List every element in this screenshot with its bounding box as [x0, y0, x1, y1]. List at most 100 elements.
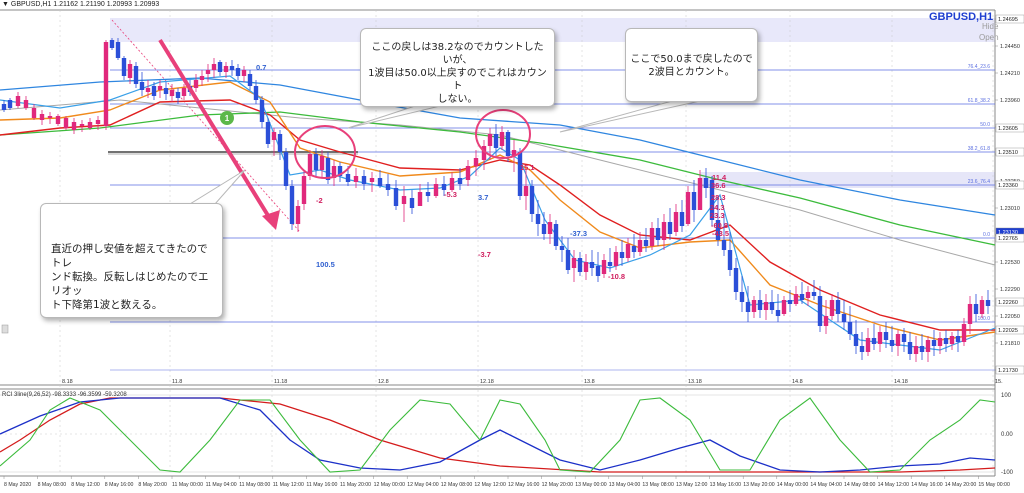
candlestick[interactable]	[295, 200, 301, 232]
candlestick[interactable]	[319, 150, 325, 178]
candlestick[interactable]	[229, 60, 235, 76]
candlestick[interactable]	[31, 104, 37, 120]
candlestick[interactable]	[709, 176, 715, 226]
candlestick[interactable]	[949, 332, 955, 350]
candlestick[interactable]	[87, 118, 93, 130]
candlestick[interactable]	[847, 306, 853, 340]
candlestick[interactable]	[613, 246, 619, 270]
candlestick[interactable]	[823, 300, 829, 334]
candlestick[interactable]	[353, 168, 359, 188]
candlestick[interactable]	[199, 70, 205, 86]
candlestick[interactable]	[481, 140, 487, 170]
candlestick[interactable]	[121, 56, 127, 80]
candlestick[interactable]	[751, 296, 757, 318]
candlestick[interactable]	[829, 294, 835, 320]
candlestick[interactable]	[301, 170, 307, 210]
candlestick[interactable]	[217, 60, 223, 76]
candlestick[interactable]	[63, 116, 69, 130]
candlestick[interactable]	[517, 148, 523, 200]
hide-button[interactable]: Hide	[982, 22, 999, 31]
candlestick[interactable]	[547, 214, 553, 244]
candlestick[interactable]	[715, 196, 721, 246]
candlestick[interactable]	[757, 290, 763, 318]
candlestick[interactable]	[15, 92, 21, 108]
open-button[interactable]: Open	[979, 33, 999, 42]
candlestick[interactable]	[835, 292, 841, 322]
candlestick[interactable]	[499, 126, 505, 150]
candlestick[interactable]	[265, 118, 271, 148]
candlestick[interactable]	[493, 124, 499, 156]
candlestick[interactable]	[181, 84, 187, 100]
candlestick[interactable]	[685, 186, 691, 226]
candlestick[interactable]	[625, 238, 631, 262]
candlestick[interactable]	[253, 80, 259, 104]
candlestick[interactable]	[961, 318, 967, 346]
candlestick[interactable]	[223, 62, 229, 78]
candlestick[interactable]	[465, 160, 471, 186]
candlestick[interactable]	[643, 228, 649, 252]
candlestick[interactable]	[247, 70, 253, 90]
candlestick[interactable]	[973, 294, 979, 322]
candlestick[interactable]	[793, 286, 799, 306]
candlestick[interactable]	[985, 290, 991, 314]
candlestick[interactable]	[151, 82, 157, 100]
candlestick[interactable]	[441, 176, 447, 196]
candlestick[interactable]	[859, 332, 865, 360]
candlesticks[interactable]	[1, 38, 991, 362]
candlestick[interactable]	[313, 148, 319, 176]
candlestick[interactable]	[47, 112, 53, 124]
candlestick[interactable]	[559, 236, 565, 262]
candlestick[interactable]	[283, 148, 289, 190]
candlestick[interactable]	[541, 212, 547, 240]
candlestick[interactable]	[811, 280, 817, 300]
candlestick[interactable]	[649, 222, 655, 250]
candlestick[interactable]	[163, 82, 169, 100]
candlestick[interactable]	[7, 98, 13, 110]
candlestick[interactable]	[259, 96, 265, 128]
candlestick[interactable]	[361, 170, 367, 190]
candlestick[interactable]	[565, 238, 571, 274]
candlestick[interactable]	[457, 168, 463, 190]
candlestick[interactable]	[385, 174, 391, 196]
candlestick[interactable]	[241, 66, 247, 82]
candlestick[interactable]	[433, 178, 439, 198]
candlestick[interactable]	[805, 286, 811, 306]
candlestick[interactable]	[907, 332, 913, 360]
candlestick[interactable]	[145, 80, 151, 98]
candlestick[interactable]	[739, 276, 745, 312]
candlestick[interactable]	[895, 330, 901, 356]
candlestick[interactable]	[841, 300, 847, 330]
candlestick[interactable]	[235, 64, 241, 80]
candlestick[interactable]	[781, 296, 787, 316]
candlestick[interactable]	[679, 200, 685, 232]
candlestick[interactable]	[901, 328, 907, 352]
candlestick[interactable]	[529, 180, 535, 222]
candlestick[interactable]	[979, 296, 985, 318]
candlestick[interactable]	[211, 58, 217, 78]
panel-collapse-icon[interactable]	[1, 324, 9, 334]
candlestick[interactable]	[853, 320, 859, 354]
candlestick[interactable]	[817, 286, 823, 332]
candlestick[interactable]	[787, 290, 793, 312]
fibonacci-retracement[interactable]: 76.4_23.6 61.8_38.2 50.0 38.2_61.8 23.6_76.4…	[110, 64, 995, 371]
candlestick[interactable]	[425, 182, 431, 202]
candlestick[interactable]	[943, 330, 949, 352]
candlestick[interactable]	[133, 62, 139, 88]
candlestick[interactable]	[1, 100, 7, 112]
candlestick[interactable]	[583, 254, 589, 280]
candlestick[interactable]	[703, 168, 709, 198]
candlestick[interactable]	[401, 186, 407, 222]
candlestick[interactable]	[139, 72, 145, 96]
candlestick[interactable]	[277, 130, 283, 160]
candlestick[interactable]	[691, 180, 697, 222]
candlestick[interactable]	[71, 118, 77, 134]
candlestick[interactable]	[601, 254, 607, 278]
candlestick[interactable]	[913, 336, 919, 362]
candlestick[interactable]	[877, 326, 883, 352]
candlestick[interactable]	[667, 208, 673, 240]
candlestick[interactable]	[889, 326, 895, 352]
candlestick[interactable]	[955, 330, 961, 352]
candlestick[interactable]	[571, 250, 577, 282]
candlestick[interactable]	[769, 290, 775, 314]
candlestick[interactable]	[205, 64, 211, 82]
